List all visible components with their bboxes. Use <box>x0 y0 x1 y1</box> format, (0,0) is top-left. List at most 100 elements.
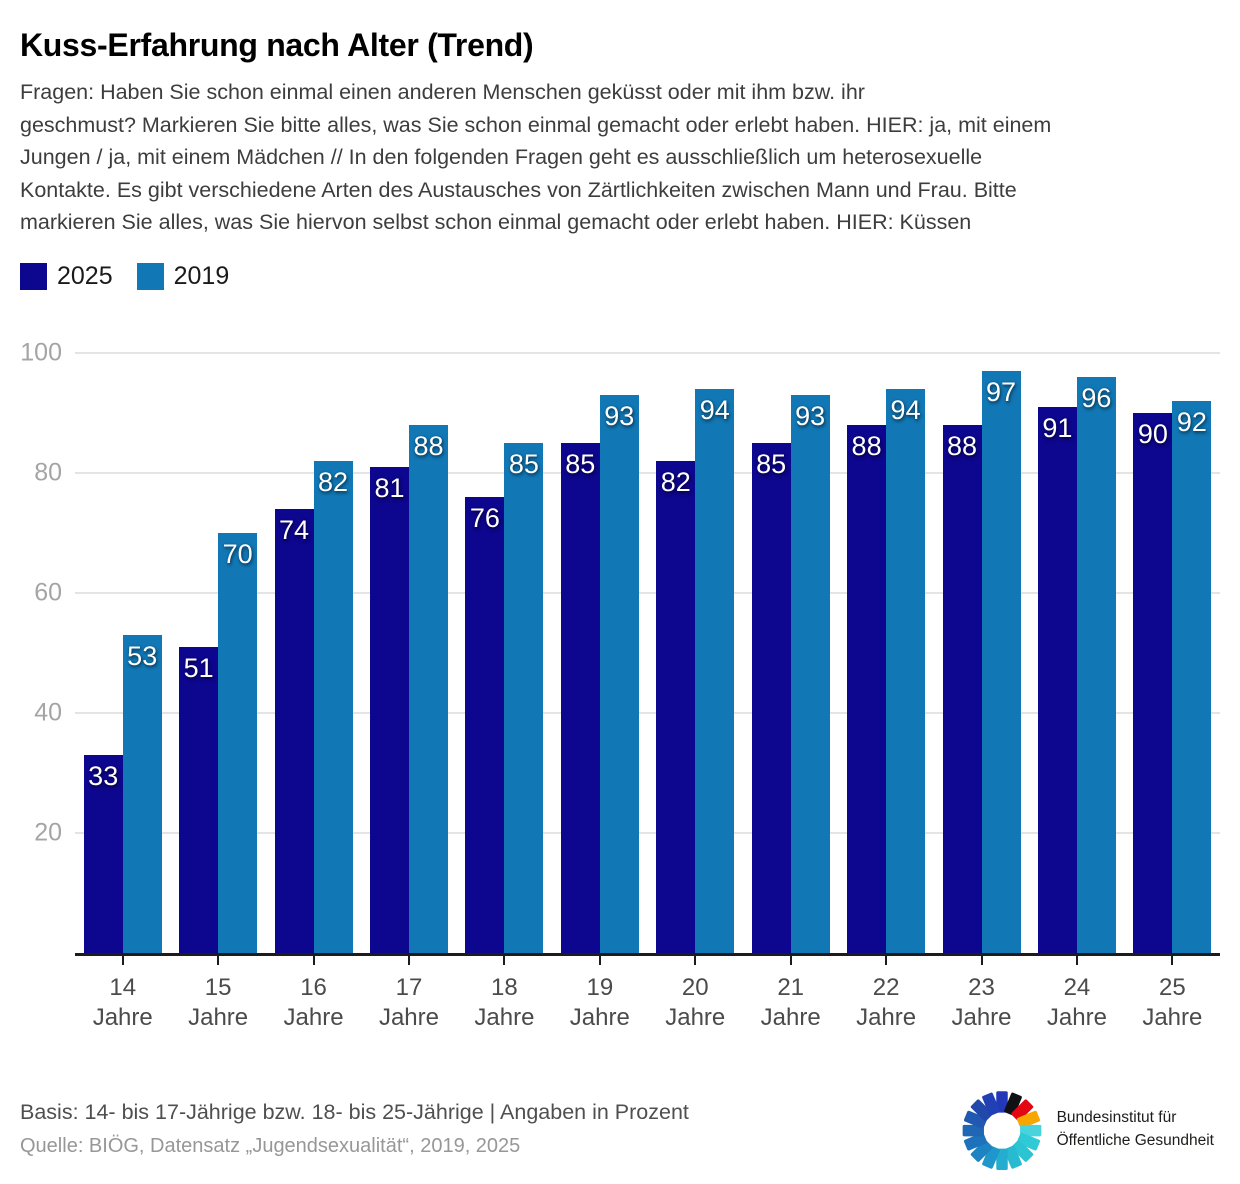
bar-value-label: 82 <box>660 466 691 497</box>
logo-petal <box>981 1092 1000 1116</box>
bar-groups: 33 53 51 70 74 82 81 88 76 85 85 93 82 94 85 93 88 94 88 97… <box>75 353 1220 953</box>
bar-value-label: 81 <box>374 472 405 503</box>
plot-area: 20 40 60 80 100 33 53 51 70 74 82 81 88 76 85 85 93 82 94 8… <box>20 338 1220 953</box>
x-axis-tick-label: 14 Jahre <box>92 973 153 1031</box>
bar-2019: 93 <box>599 394 639 953</box>
x-axis-tick-label: 25 Jahre <box>1142 973 1203 1031</box>
bar-group-20: 82 94 <box>648 388 743 953</box>
bar-value-label: 94 <box>699 394 730 425</box>
chart-subtitle-question: Fragen: Haben Sie schon einmal einen and… <box>20 80 1052 235</box>
bar-group-14: 33 53 <box>75 634 170 953</box>
bar-group-17: 81 88 <box>361 424 456 953</box>
logo-petal <box>1003 1145 1022 1169</box>
logo-petal <box>1010 1139 1033 1162</box>
logo-petal <box>995 1091 1008 1113</box>
bar-2025: 88 <box>942 424 982 953</box>
page-title: Kuss-Erfahrung nach Alter (Trend) <box>20 27 534 63</box>
bar-group-15: 51 70 <box>170 532 265 953</box>
x-axis-tick-label: 22 Jahre <box>856 973 917 1031</box>
bar-2025: 90 <box>1133 412 1173 953</box>
bioeg-logo-text: Bundesinstitut für Öffentliche Gesundhei… <box>1056 1108 1214 1149</box>
x-axis-category: 15 Jahre <box>170 955 265 1033</box>
basis-note: Basis: 14- bis 17-Jährige bzw. 18- bis 2… <box>20 1099 689 1124</box>
bar-value-label: 88 <box>851 430 882 461</box>
x-axis-tick <box>1171 955 1174 965</box>
x-axis-category: 22 Jahre <box>838 955 933 1033</box>
x-axis-tick-label: 20 Jahre <box>665 973 726 1031</box>
bar-2019: 93 <box>790 394 830 953</box>
legend-label: 2025 <box>57 262 113 291</box>
bar-2025: 51 <box>179 646 219 953</box>
bar-group-18: 76 85 <box>457 442 552 953</box>
x-axis-category: 14 Jahre <box>75 955 170 1033</box>
bar-group-23: 88 97 <box>934 370 1029 953</box>
bar-2019: 96 <box>1076 376 1116 953</box>
x-axis-tick <box>885 955 888 965</box>
footer: Basis: 14- bis 17-Jährige bzw. 18- bis 2… <box>20 1083 1220 1175</box>
y-axis-tick-label: 20 <box>34 818 62 847</box>
bar-value-label: 33 <box>88 760 119 791</box>
bar-2025: 81 <box>369 466 409 953</box>
x-axis-category: 24 Jahre <box>1029 955 1124 1033</box>
gridline-100 <box>75 351 1220 354</box>
bar-chart: 20 40 60 80 100 33 53 51 70 74 82 81 88 76 85 85 93 82 94 8… <box>20 338 1220 1033</box>
bar-2019: 97 <box>981 370 1021 953</box>
bar-2025: 74 <box>274 508 314 953</box>
x-axis-tick-label: 17 Jahre <box>378 973 439 1031</box>
x-axis-tick <box>312 955 315 965</box>
bar-value-label: 85 <box>508 448 539 479</box>
legend: 2025 2019 <box>20 262 1220 291</box>
logo-petal <box>1016 1132 1040 1151</box>
x-axis-tick-label: 23 Jahre <box>951 973 1012 1031</box>
logo-petal <box>963 1132 987 1151</box>
x-axis-tick <box>407 955 410 965</box>
source-note: Quelle: BIÖG, Datensatz „Jugendsexualitä… <box>20 1134 521 1157</box>
y-axis-tick-label: 80 <box>34 458 62 487</box>
bar-2019: 82 <box>313 460 353 953</box>
bar-2019: 94 <box>695 388 735 953</box>
bar-value-label: 91 <box>1042 412 1073 443</box>
x-axis-tick <box>694 955 697 965</box>
legend-item-2025: 2025 <box>20 262 113 291</box>
logo-petal <box>995 1148 1008 1170</box>
x-axis-category: 18 Jahre <box>457 955 552 1033</box>
bar-value-label: 92 <box>1176 406 1207 437</box>
gridline-80 <box>75 471 1220 474</box>
logo-petal <box>1019 1124 1041 1137</box>
x-axis-category: 17 Jahre <box>361 955 456 1033</box>
x-axis-category: 20 Jahre <box>648 955 743 1033</box>
legend-swatch-2025 <box>20 263 47 291</box>
bar-value-label: 76 <box>469 502 500 533</box>
gridline-20 <box>75 831 1220 834</box>
bar-value-label: 70 <box>222 538 253 569</box>
bar-group-21: 85 93 <box>743 394 838 953</box>
x-axis-tick <box>980 955 983 965</box>
x-axis-category: 16 Jahre <box>266 955 361 1033</box>
bar-2025: 33 <box>83 754 123 953</box>
x-axis-category: 19 Jahre <box>552 955 647 1033</box>
legend-swatch-2019 <box>136 263 164 291</box>
x-axis-tick-label: 19 Jahre <box>569 973 630 1031</box>
bar-value-label: 90 <box>1137 418 1168 449</box>
bar-value-label: 85 <box>756 448 787 479</box>
bar-value-label: 53 <box>127 640 158 671</box>
bar-value-label: 85 <box>565 448 596 479</box>
gridline-40 <box>75 711 1220 714</box>
bar-value-label: 97 <box>985 376 1017 407</box>
bar-group-24: 91 96 <box>1029 376 1124 953</box>
bar-value-label: 51 <box>183 652 214 683</box>
y-axis-tick-label: 60 <box>34 578 62 607</box>
bar-2025: 88 <box>847 424 887 953</box>
bar-value-label: 88 <box>946 430 978 461</box>
logo-petal <box>1016 1110 1040 1129</box>
x-axis-category: 21 Jahre <box>743 955 838 1033</box>
bioeg-logo-block: Bundesinstitut für Öffentliche Gesundhei… <box>961 1083 1220 1175</box>
y-axis-tick-label: 100 <box>20 338 62 367</box>
x-axis-tick-label: 21 Jahre <box>760 973 821 1031</box>
bar-group-19: 85 93 <box>552 394 647 953</box>
bar-2025: 76 <box>465 496 505 953</box>
logo-petal <box>970 1139 993 1162</box>
x-axis-category: 23 Jahre <box>934 955 1029 1033</box>
logo-petal <box>963 1110 987 1129</box>
bar-value-label: 93 <box>604 400 635 431</box>
